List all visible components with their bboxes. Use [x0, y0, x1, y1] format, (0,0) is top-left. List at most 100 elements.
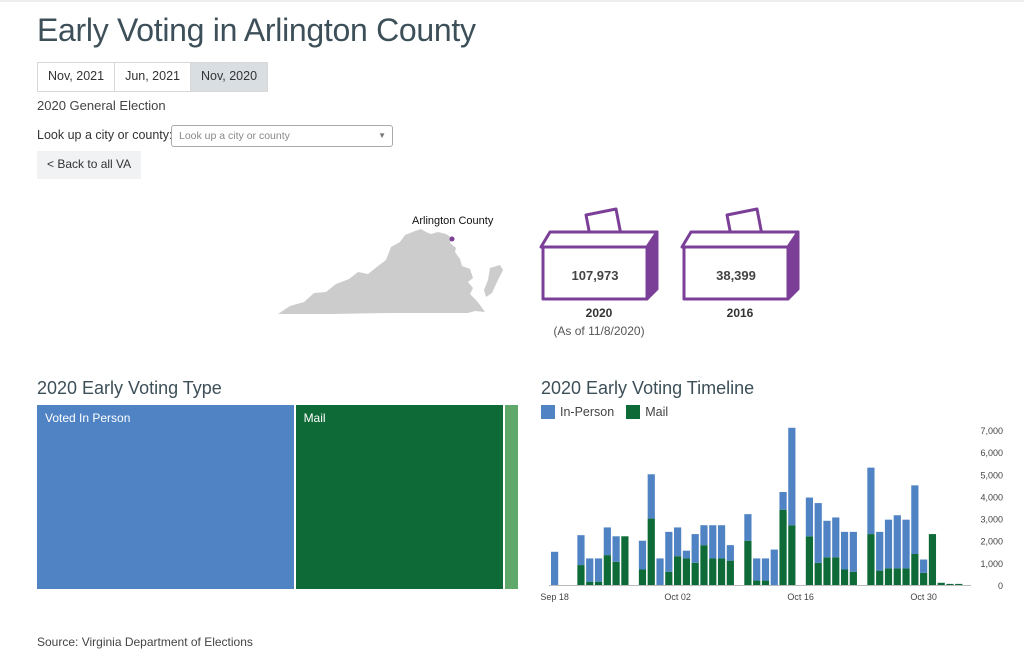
x-tick-label: Oct 16: [787, 592, 814, 602]
bar-mail[interactable]: [911, 554, 919, 585]
tab-nov-2020[interactable]: Nov, 2020: [190, 63, 268, 91]
bar-mail[interactable]: [621, 536, 629, 585]
bar-mail[interactable]: [674, 556, 682, 585]
bar-mail[interactable]: [867, 534, 875, 585]
bar-in-person[interactable]: [700, 525, 708, 546]
bar-in-person[interactable]: [840, 531, 849, 570]
arlington-marker[interactable]: [449, 236, 455, 242]
bar-mail[interactable]: [753, 580, 761, 585]
bar-in-person[interactable]: [788, 427, 796, 526]
bar-mail[interactable]: [920, 572, 928, 585]
bar-mail[interactable]: [779, 509, 787, 585]
legend-swatch-mail: [626, 405, 641, 419]
bar-mail[interactable]: [928, 534, 937, 585]
bar-in-person[interactable]: [770, 549, 778, 585]
lookup-label: Look up a city or county:: [37, 128, 173, 142]
bar-in-person[interactable]: [638, 540, 647, 570]
bar-mail[interactable]: [876, 570, 884, 585]
bar-mail[interactable]: [788, 525, 796, 585]
bar-in-person[interactable]: [876, 531, 884, 571]
bar-mail[interactable]: [814, 562, 822, 585]
tab-nov-2021[interactable]: Nov, 2021: [38, 63, 116, 91]
bar-mail[interactable]: [937, 582, 945, 585]
bar-in-person[interactable]: [594, 558, 603, 582]
bar-mail[interactable]: [665, 571, 673, 585]
bar-in-person[interactable]: [665, 531, 673, 572]
bar-mail[interactable]: [884, 568, 893, 585]
bar-mail[interactable]: [682, 558, 691, 585]
bar-in-person[interactable]: [717, 525, 726, 559]
bar-mail[interactable]: [840, 569, 849, 586]
bar-in-person[interactable]: [884, 519, 893, 569]
bar-mail[interactable]: [832, 557, 840, 585]
bar-in-person[interactable]: [674, 527, 682, 557]
bar-in-person[interactable]: [823, 520, 831, 558]
bar-mail[interactable]: [691, 562, 699, 585]
bar-mail[interactable]: [612, 561, 620, 585]
bar-in-person[interactable]: [603, 527, 611, 556]
bar-mail[interactable]: [805, 536, 814, 585]
bar-in-person[interactable]: [656, 558, 664, 585]
voting-type-treemap: Voted In Person Mail: [37, 405, 518, 589]
bar-in-person[interactable]: [744, 514, 752, 541]
bar-in-person[interactable]: [586, 558, 594, 582]
bar-mail[interactable]: [594, 581, 603, 585]
x-tick-label: Sep 18: [541, 592, 569, 602]
bar-in-person[interactable]: [779, 492, 787, 510]
bar-in-person[interactable]: [551, 551, 559, 585]
bar-mail[interactable]: [893, 568, 901, 585]
bar-in-person[interactable]: [867, 467, 875, 535]
year-2016: 2016: [726, 306, 754, 320]
bar-mail[interactable]: [717, 558, 726, 585]
bar-mail[interactable]: [761, 580, 770, 585]
bar-mail[interactable]: [700, 545, 708, 585]
bar-in-person[interactable]: [902, 519, 910, 569]
bar-in-person[interactable]: [893, 515, 901, 569]
lookup-placeholder: Look up a city or county: [179, 130, 290, 142]
lookup-select[interactable]: Look up a city or county ▼: [171, 125, 393, 147]
asof-2020: (As of 11/8/2020): [553, 324, 645, 338]
virginia-map[interactable]: [270, 222, 515, 322]
bar-in-person[interactable]: [577, 535, 585, 566]
bar-in-person[interactable]: [761, 558, 770, 581]
bar-mail[interactable]: [744, 540, 752, 585]
bar-in-person[interactable]: [920, 559, 928, 573]
count-2016: 38,399: [716, 268, 756, 283]
election-tabs: Nov, 2021 Jun, 2021 Nov, 2020: [37, 62, 269, 92]
bar-in-person[interactable]: [682, 550, 691, 559]
bar-in-person[interactable]: [726, 545, 734, 561]
bar-mail[interactable]: [902, 568, 910, 585]
bar-in-person[interactable]: [814, 503, 822, 563]
source-note: Source: Virginia Department of Elections: [37, 635, 253, 649]
bar-in-person[interactable]: [911, 485, 919, 554]
bar-in-person[interactable]: [612, 536, 620, 562]
bar-mail[interactable]: [603, 555, 611, 585]
treemap-cell-1[interactable]: Mail: [295, 405, 505, 589]
bar-mail[interactable]: [647, 518, 655, 585]
bar-mail[interactable]: [577, 565, 585, 585]
bar-in-person[interactable]: [849, 531, 857, 572]
election-name: 2020 General Election: [37, 98, 166, 113]
bar-in-person[interactable]: [753, 558, 761, 581]
tab-jun-2021[interactable]: Jun, 2021: [115, 63, 191, 91]
legend-label-in-person: In-Person: [560, 405, 615, 419]
bar-mail[interactable]: [849, 571, 857, 585]
bar-mail[interactable]: [946, 583, 954, 585]
bar-in-person[interactable]: [691, 534, 699, 563]
bar-mail[interactable]: [823, 557, 831, 585]
bar-in-person[interactable]: [709, 525, 717, 559]
back-button[interactable]: < Back to all VA: [37, 151, 142, 179]
treemap-cell-2[interactable]: [505, 405, 518, 589]
treemap-cell-0[interactable]: Voted In Person: [37, 405, 296, 589]
bar-mail[interactable]: [955, 583, 963, 585]
timeline-chart: 0 1,000 2,000 3,000 4,000 5,000 6,000 7,000 Sep …: [541, 426, 1003, 602]
bar-mail[interactable]: [726, 560, 734, 585]
y-tick-label: 3,000: [980, 515, 1003, 525]
dropdown-arrow-icon: ▼: [378, 131, 386, 140]
bar-in-person[interactable]: [832, 517, 840, 558]
bar-in-person[interactable]: [647, 474, 655, 519]
bar-mail[interactable]: [709, 558, 717, 585]
bar-in-person[interactable]: [805, 497, 814, 537]
bar-mail[interactable]: [638, 569, 647, 586]
bar-mail[interactable]: [586, 581, 594, 585]
